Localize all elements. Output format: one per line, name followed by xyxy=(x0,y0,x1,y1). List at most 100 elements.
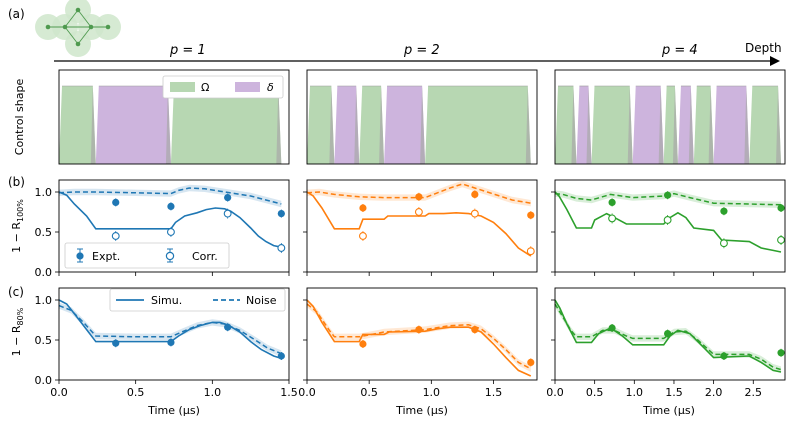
control-segment-delta xyxy=(384,86,426,164)
x-tick-label: 2.5 xyxy=(745,386,763,399)
p-label-1: p = 1 xyxy=(169,43,206,58)
x-tick-label: 2.0 xyxy=(705,386,723,399)
control-shape-panel xyxy=(554,69,786,165)
legend-omega-swatch xyxy=(170,82,195,92)
r80-panel: 0.0 0.5 1.0 1.5 xyxy=(298,287,538,399)
plot-frame xyxy=(554,179,786,273)
xlabel-3: Time (μs) xyxy=(642,404,695,417)
simu-line xyxy=(306,191,532,257)
expt-point xyxy=(167,338,175,346)
panel-column-3: 0.0 0.5 1.0 1.5 2.0 2.5 xyxy=(546,69,786,399)
expt-point xyxy=(664,191,672,199)
corr-point xyxy=(358,232,367,240)
control-ramp xyxy=(708,86,714,164)
expt-point xyxy=(608,324,616,332)
expt-point xyxy=(415,193,423,201)
control-segment-omega xyxy=(749,86,782,164)
x-tick-label: 0.0 xyxy=(546,386,564,399)
plot-frame xyxy=(306,179,538,273)
y-tick-label: 0.5 xyxy=(35,334,53,347)
label-a: (a) xyxy=(8,7,25,21)
corr-point xyxy=(608,214,617,223)
corr-point xyxy=(111,232,120,240)
expt-point xyxy=(167,202,175,210)
control-segment-omega xyxy=(693,86,714,164)
ylabel-r80: 1 − R80% xyxy=(10,307,25,356)
control-ramp xyxy=(627,86,633,164)
control-ramp xyxy=(688,86,694,164)
x-tick-label: 0.0 xyxy=(298,386,316,399)
plot-frame xyxy=(306,287,538,381)
expt-point xyxy=(471,326,479,334)
control-segment-omega xyxy=(307,86,335,164)
x-tick-label: 0.0 xyxy=(50,386,68,399)
xlabel-2: Time (μs) xyxy=(395,404,448,417)
x-tick-label: 1.0 xyxy=(626,386,644,399)
corr-point xyxy=(277,244,286,252)
simu-line xyxy=(58,299,282,360)
control-ramp xyxy=(379,86,385,164)
control-frame xyxy=(58,69,290,165)
legend-omega-label: Ω xyxy=(201,81,209,94)
simu-line xyxy=(306,299,532,377)
control-ramp xyxy=(165,86,171,164)
expt-point xyxy=(112,339,120,347)
control-ramp xyxy=(354,86,360,164)
graph-icon xyxy=(35,0,121,57)
xlabel-1: Time (μs) xyxy=(147,404,200,417)
y-tick-label: 1.0 xyxy=(35,186,53,199)
x-tick-label: 1.5 xyxy=(485,386,503,399)
control-ramp xyxy=(672,86,678,164)
corr-point xyxy=(663,216,672,224)
corr-point xyxy=(470,209,479,218)
panels-layer: 0.00.51.00.00.51.00.0 0.5 1.0 1.5 0.0 0.5 1.0 1… xyxy=(35,69,786,399)
simu-line xyxy=(58,191,282,248)
expt-point xyxy=(224,194,232,202)
control-segment-omega xyxy=(591,86,633,164)
control-frame xyxy=(306,69,538,165)
expt-point xyxy=(415,326,423,334)
control-ramp xyxy=(329,86,335,164)
expt-point xyxy=(471,190,479,198)
control-ramp xyxy=(276,86,282,164)
expt-point xyxy=(720,352,728,360)
depth-label: Depth xyxy=(745,41,782,55)
panel-column-2: 0.0 0.5 1.0 1.5 xyxy=(298,69,538,399)
x-tick-label: 0.5 xyxy=(586,386,604,399)
control-ramp xyxy=(658,86,664,164)
control-segment-delta xyxy=(713,86,750,164)
r100-panel xyxy=(551,179,786,276)
expt-point xyxy=(277,210,285,218)
ylabel-r100: 1 − R100% xyxy=(10,199,25,253)
legend-delta-label: δ xyxy=(267,81,274,94)
label-c: (c) xyxy=(8,285,24,299)
expt-point xyxy=(277,352,285,360)
noise-line xyxy=(306,183,531,204)
corr-point xyxy=(526,247,535,256)
expt-point xyxy=(777,204,785,212)
panel-column-1: 0.0 0.5 1.0 0.0 0.5 1.0 0.0 0.5 1.0 1.5 xyxy=(35,69,298,399)
p-label-4: p = 4 xyxy=(661,43,698,58)
noise-line xyxy=(554,192,782,206)
control-segment-omega xyxy=(359,86,385,164)
y-tick-label: 0.5 xyxy=(35,226,53,239)
expt-point xyxy=(777,349,785,357)
control-segment-omega xyxy=(425,86,531,164)
legend-noise-label: Noise xyxy=(246,294,277,307)
control-ramp xyxy=(420,86,426,164)
legend-expt-marker xyxy=(76,252,84,260)
control-segment-delta xyxy=(334,86,360,164)
expt-point xyxy=(720,207,728,215)
control-ramp xyxy=(586,86,592,164)
legend-simu-label: Simu. xyxy=(151,294,182,307)
control-ramp xyxy=(525,86,531,164)
plot-frame xyxy=(58,179,290,273)
legend-corr-label: Corr. xyxy=(192,250,218,263)
control-ramp xyxy=(776,86,782,164)
plot-frame xyxy=(554,287,786,381)
expt-point xyxy=(608,198,616,206)
x-tick-label: 1.0 xyxy=(204,386,222,399)
simu-line xyxy=(554,299,782,373)
control-segment-omega xyxy=(59,86,96,164)
r80-panel: 0.0 0.5 1.0 1.5 2.0 2.5 xyxy=(546,287,786,399)
